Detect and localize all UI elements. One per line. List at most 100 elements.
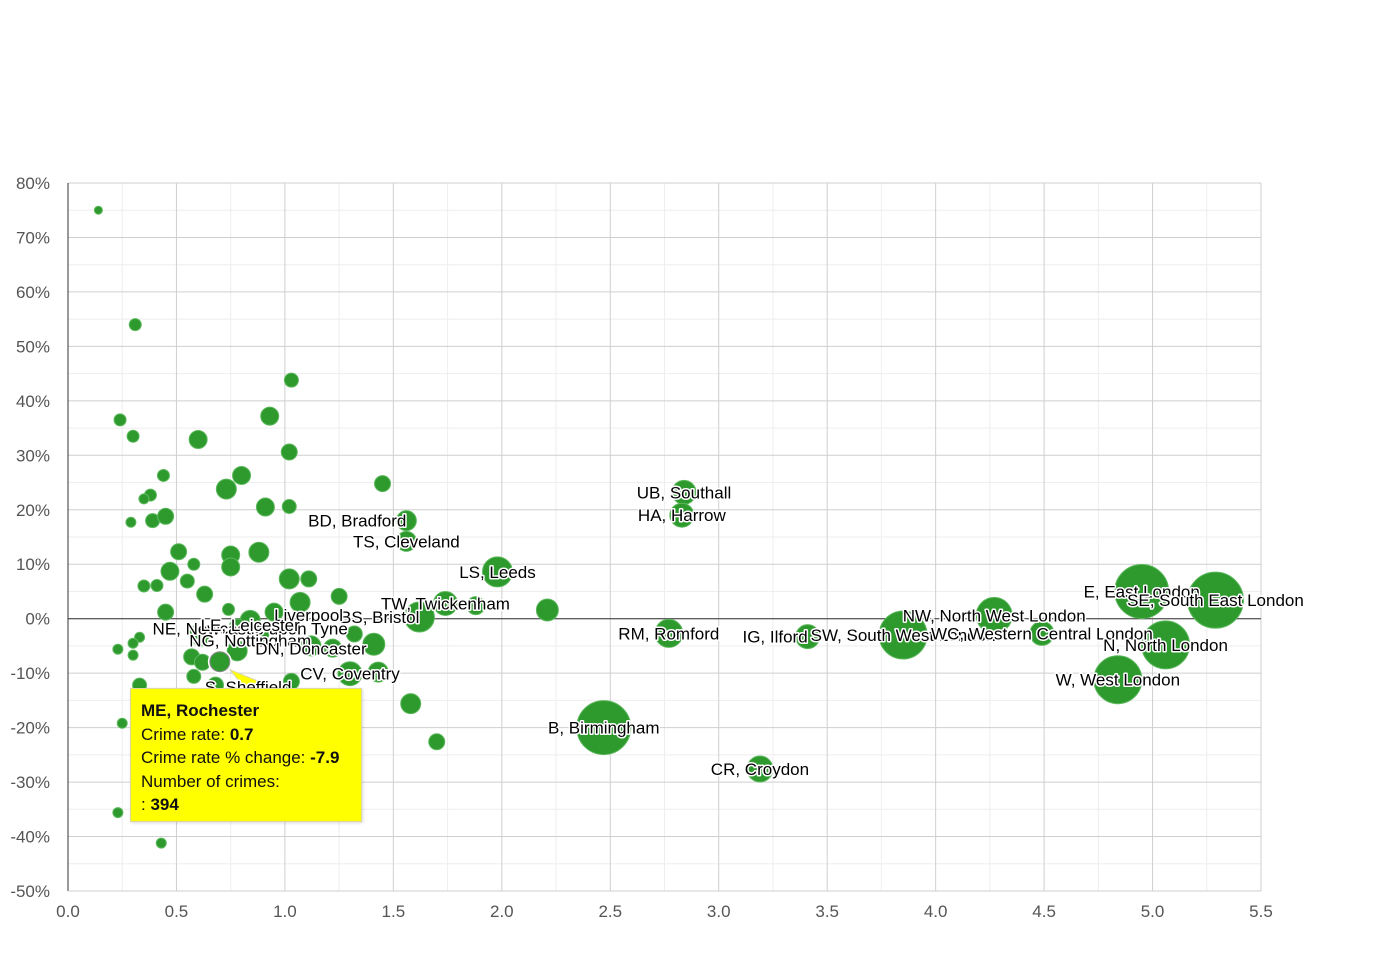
bubble-label: Liverpool <box>274 606 343 625</box>
bubble-label: N, North London <box>1103 636 1228 655</box>
data-point[interactable] <box>281 499 297 515</box>
data-point[interactable] <box>150 578 164 592</box>
data-point[interactable] <box>654 618 684 648</box>
data-point[interactable] <box>160 561 180 581</box>
data-point[interactable] <box>127 649 139 661</box>
data-point[interactable] <box>1114 563 1170 619</box>
y-tick-label: 70% <box>16 228 50 247</box>
data-point[interactable] <box>345 625 363 643</box>
x-tick-label: 3.5 <box>815 902 839 921</box>
data-point[interactable] <box>395 530 417 552</box>
y-tick-label: 10% <box>16 555 50 574</box>
data-point[interactable] <box>222 602 236 616</box>
data-point[interactable] <box>367 661 389 683</box>
data-point[interactable] <box>126 429 140 443</box>
data-point[interactable] <box>138 493 150 505</box>
y-tick-label: 0% <box>25 610 50 629</box>
data-point[interactable] <box>232 465 252 485</box>
data-point[interactable] <box>93 205 103 215</box>
x-tick-label: 2.0 <box>490 902 514 921</box>
data-point[interactable] <box>196 585 214 603</box>
data-point[interactable] <box>975 596 1013 634</box>
data-point[interactable] <box>466 596 486 616</box>
highlighted-point-ring <box>207 649 232 674</box>
data-point[interactable] <box>795 624 821 650</box>
bubble-label: E, East London <box>1084 582 1200 601</box>
x-tick-label: 0.5 <box>165 902 189 921</box>
data-point[interactable] <box>188 430 208 450</box>
data-point[interactable] <box>226 640 248 662</box>
x-tick-label: 1.5 <box>382 902 406 921</box>
bubble-label: DN, Doncaster <box>255 640 367 659</box>
data-point[interactable] <box>330 587 348 605</box>
tooltip-crimes-row: : 394 <box>141 793 351 817</box>
data-point[interactable] <box>112 643 124 655</box>
data-point[interactable] <box>669 502 695 528</box>
x-tick-label: 0.0 <box>56 902 80 921</box>
data-point[interactable] <box>116 717 128 729</box>
data-point[interactable] <box>289 591 311 613</box>
data-point[interactable] <box>1141 620 1191 670</box>
data-point[interactable] <box>125 516 137 528</box>
bubble-label: W, West London <box>1056 671 1180 690</box>
bubble-label: BS, Bristol <box>340 608 419 627</box>
chart-grid <box>67 182 1262 892</box>
data-point[interactable] <box>323 638 343 658</box>
data-point[interactable] <box>374 475 392 493</box>
data-point[interactable] <box>170 543 188 561</box>
data-point[interactable] <box>128 318 142 332</box>
data-point[interactable] <box>1029 620 1055 646</box>
data-point[interactable] <box>112 807 124 819</box>
data-point[interactable] <box>576 700 632 756</box>
y-tick-label: 50% <box>16 337 50 356</box>
data-point[interactable] <box>428 733 446 751</box>
data-point[interactable] <box>278 568 300 590</box>
data-point[interactable] <box>878 610 928 660</box>
data-point[interactable] <box>187 557 201 571</box>
data-point[interactable] <box>186 668 202 684</box>
data-point[interactable] <box>362 632 386 656</box>
data-point[interactable] <box>127 637 139 649</box>
data-point[interactable] <box>535 598 559 622</box>
data-point[interactable] <box>228 618 246 636</box>
y-tick-label: -50% <box>10 882 50 901</box>
tooltip-crime-rate-value: 0.7 <box>229 724 254 744</box>
data-point[interactable] <box>403 601 435 633</box>
data-point[interactable] <box>255 497 275 517</box>
data-point[interactable] <box>395 510 417 532</box>
data-point[interactable] <box>155 837 167 849</box>
data-point[interactable] <box>400 693 422 715</box>
data-point[interactable] <box>280 443 298 461</box>
data-point[interactable] <box>260 406 280 426</box>
data-point[interactable] <box>337 661 363 687</box>
data-point[interactable] <box>156 468 170 482</box>
y-tick-label: -10% <box>10 664 50 683</box>
data-point[interactable] <box>137 579 151 593</box>
data-point[interactable] <box>157 603 175 621</box>
data-point[interactable] <box>1186 571 1244 629</box>
tooltip-crime-rate-label: Crime rate: <box>141 724 226 744</box>
data-point[interactable] <box>157 507 175 525</box>
data-point[interactable] <box>252 624 270 642</box>
y-tick-label: 80% <box>16 174 50 193</box>
data-point[interactable] <box>1093 655 1143 705</box>
tooltip-crime-rate-row: Crime rate: 0.7 <box>141 723 351 747</box>
data-point[interactable] <box>221 557 241 577</box>
data-point[interactable] <box>300 570 318 588</box>
data-point[interactable] <box>179 573 195 589</box>
data-point[interactable] <box>215 478 237 500</box>
data-point[interactable] <box>481 556 513 588</box>
bubble-label: SE, South East London <box>1127 591 1304 610</box>
tooltip-change-value: -7.9 <box>310 748 340 767</box>
data-point[interactable] <box>264 602 284 622</box>
data-point[interactable] <box>432 590 458 616</box>
data-point[interactable] <box>746 755 774 783</box>
data-point[interactable] <box>113 413 127 427</box>
tooltip-change-row: Crime rate % change: -7.9 <box>141 746 351 770</box>
data-point[interactable] <box>191 629 209 647</box>
data-point[interactable] <box>300 635 322 657</box>
data-point[interactable] <box>283 372 299 388</box>
tooltip-change-label: Crime rate % change: <box>141 748 306 767</box>
data-point[interactable] <box>248 541 270 563</box>
